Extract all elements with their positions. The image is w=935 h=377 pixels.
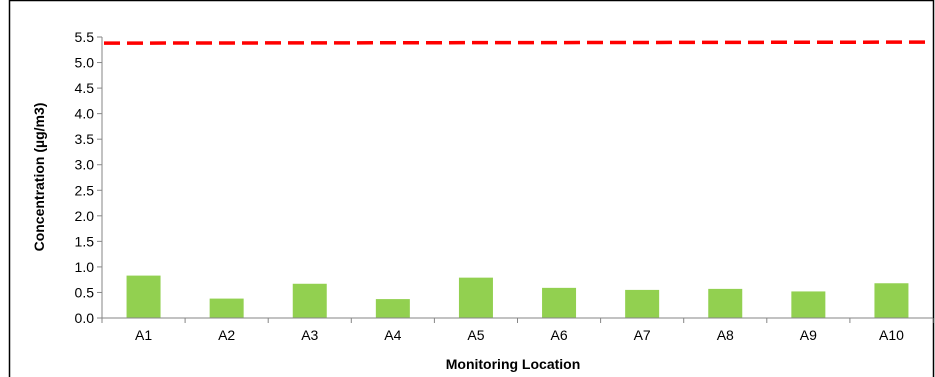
bar-A10 (874, 283, 909, 318)
bar-A8 (708, 288, 743, 318)
y-tick-label: 2.5 (75, 182, 95, 198)
reference-line-dashed (103, 40, 932, 45)
bar-A6 (542, 287, 577, 318)
x-tick-label: A5 (467, 327, 484, 343)
bar-A5 (458, 277, 493, 318)
x-tick-label: A3 (301, 327, 318, 343)
bar-A1 (126, 275, 161, 318)
chart-border (8, 0, 935, 377)
x-tick-label: A9 (800, 327, 817, 343)
bar-A3 (292, 283, 327, 318)
y-tick-label: 4.5 (75, 80, 95, 96)
x-tick-label: A2 (218, 327, 235, 343)
y-tick-label: 0.5 (75, 284, 95, 300)
y-tick-label: 0.0 (75, 310, 95, 326)
bar-A9 (791, 291, 826, 318)
x-axis-ticks: A1 A2 A3 A4 A5 A6 A7 A8 A9 A10 (101, 318, 934, 343)
bar-A4 (375, 299, 410, 318)
bar-A2 (209, 298, 244, 318)
x-tick-label: A1 (135, 327, 152, 343)
x-axis-title: Monitoring Location (446, 356, 581, 372)
y-tick-label: 1.0 (75, 259, 95, 275)
x-tick-label: A8 (717, 327, 734, 343)
reference-line (103, 40, 932, 45)
bar-A7 (625, 289, 660, 318)
y-tick-label: 2.0 (75, 208, 95, 224)
y-axis-title: Concentration (µg/m3) (31, 103, 47, 252)
x-tick-label: A7 (634, 327, 651, 343)
y-tick-label: 5.0 (75, 55, 95, 71)
y-tick-label: 4.0 (75, 106, 95, 122)
x-tick-label: A4 (384, 327, 401, 343)
x-tick-label: A10 (879, 327, 904, 343)
y-tick-label: 3.5 (75, 131, 95, 147)
x-tick-label: A6 (550, 327, 567, 343)
y-tick-label: 3.0 (75, 157, 95, 173)
bar-series (126, 275, 909, 318)
y-tick-label: 1.5 (75, 233, 95, 249)
y-axis-ticks: 0.0 0.5 1.0 1.5 2.0 2.5 3.0 3.5 4.0 4.5 5.0 5.5 (75, 29, 102, 326)
y-tick-label: 5.5 (75, 29, 95, 45)
